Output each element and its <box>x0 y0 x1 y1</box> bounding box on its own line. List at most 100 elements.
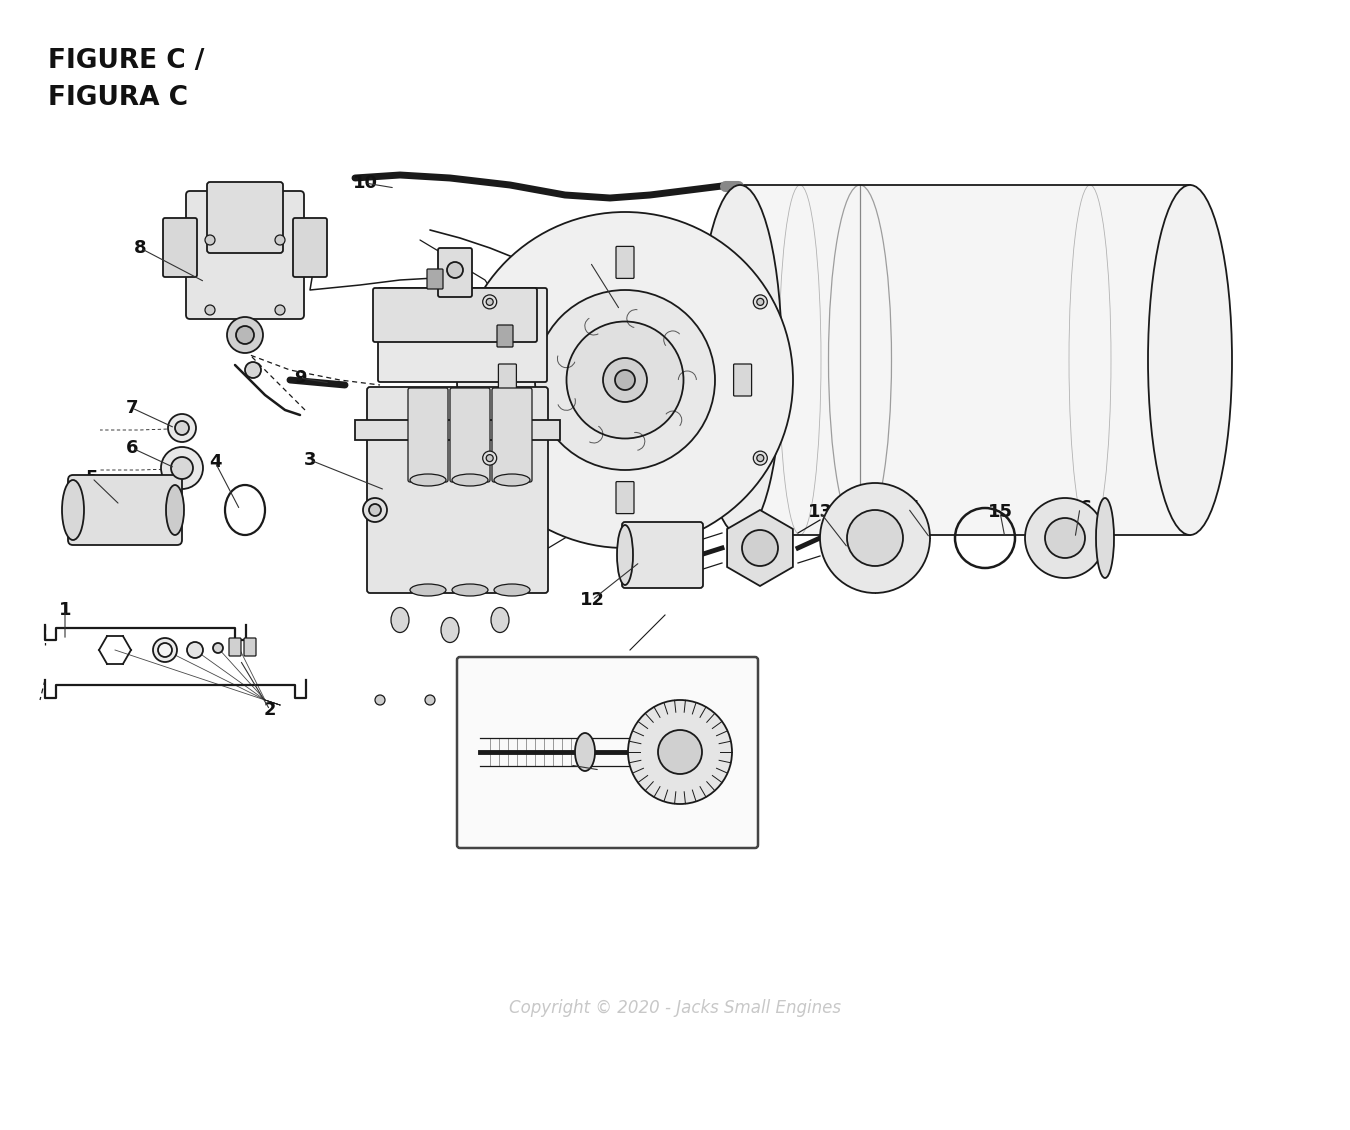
FancyBboxPatch shape <box>373 288 537 342</box>
FancyBboxPatch shape <box>244 638 256 657</box>
FancyBboxPatch shape <box>616 246 634 278</box>
Text: 12: 12 <box>579 591 605 609</box>
Circle shape <box>753 295 767 308</box>
FancyBboxPatch shape <box>378 288 547 382</box>
Circle shape <box>1025 498 1106 579</box>
Ellipse shape <box>494 473 531 486</box>
Ellipse shape <box>410 584 446 596</box>
Ellipse shape <box>494 584 531 596</box>
Text: FIGURE C /: FIGURE C / <box>49 47 204 73</box>
Circle shape <box>205 235 215 245</box>
Text: 2: 2 <box>263 701 277 719</box>
Text: 14: 14 <box>895 499 921 518</box>
Circle shape <box>153 638 177 662</box>
Ellipse shape <box>491 608 509 633</box>
Ellipse shape <box>161 447 202 489</box>
FancyBboxPatch shape <box>622 522 703 588</box>
FancyBboxPatch shape <box>497 325 513 347</box>
Ellipse shape <box>171 457 193 479</box>
Circle shape <box>275 235 285 245</box>
FancyBboxPatch shape <box>458 657 757 848</box>
Circle shape <box>1045 518 1085 558</box>
FancyBboxPatch shape <box>230 638 242 657</box>
FancyBboxPatch shape <box>68 475 182 545</box>
FancyBboxPatch shape <box>491 388 532 483</box>
Circle shape <box>628 699 732 805</box>
Circle shape <box>425 695 435 705</box>
Circle shape <box>227 318 263 353</box>
Circle shape <box>458 212 792 548</box>
Text: 10: 10 <box>352 174 378 192</box>
FancyBboxPatch shape <box>450 388 490 483</box>
Circle shape <box>525 695 535 705</box>
Circle shape <box>475 695 485 705</box>
Circle shape <box>846 510 903 566</box>
Bar <box>740 185 1189 534</box>
Circle shape <box>158 643 171 657</box>
Text: 11: 11 <box>578 253 602 271</box>
Circle shape <box>603 358 647 402</box>
FancyBboxPatch shape <box>293 218 327 277</box>
Circle shape <box>757 298 764 305</box>
Text: Copyright © 2020 - Jacks Small Engines: Copyright © 2020 - Jacks Small Engines <box>509 999 841 1017</box>
Ellipse shape <box>392 608 409 633</box>
FancyBboxPatch shape <box>427 269 443 289</box>
Circle shape <box>567 322 683 438</box>
Ellipse shape <box>617 525 633 585</box>
Circle shape <box>244 362 261 379</box>
Circle shape <box>616 370 634 390</box>
Circle shape <box>757 454 764 462</box>
Circle shape <box>447 262 463 278</box>
Ellipse shape <box>698 185 782 534</box>
Ellipse shape <box>176 421 189 435</box>
Circle shape <box>275 305 285 315</box>
Circle shape <box>375 695 385 705</box>
Text: 3: 3 <box>304 451 316 469</box>
FancyBboxPatch shape <box>498 364 517 396</box>
Circle shape <box>819 483 930 593</box>
FancyBboxPatch shape <box>437 247 472 297</box>
Circle shape <box>213 643 223 653</box>
Ellipse shape <box>575 733 595 771</box>
Polygon shape <box>728 510 792 586</box>
Ellipse shape <box>410 473 446 486</box>
Text: 16: 16 <box>1068 499 1092 518</box>
Circle shape <box>188 642 202 658</box>
Circle shape <box>236 325 254 344</box>
FancyBboxPatch shape <box>616 481 634 514</box>
Text: 4: 4 <box>209 453 221 471</box>
Ellipse shape <box>1096 498 1114 579</box>
Ellipse shape <box>441 617 459 643</box>
Text: 15: 15 <box>987 503 1012 521</box>
Text: 7: 7 <box>126 399 138 417</box>
Circle shape <box>486 298 493 305</box>
Polygon shape <box>355 420 560 440</box>
Text: 1: 1 <box>59 601 72 619</box>
Circle shape <box>753 451 767 466</box>
FancyBboxPatch shape <box>163 218 197 277</box>
Ellipse shape <box>166 485 184 534</box>
Text: 13: 13 <box>807 503 833 521</box>
Circle shape <box>205 305 215 315</box>
Text: 9: 9 <box>294 370 306 386</box>
FancyBboxPatch shape <box>408 388 448 483</box>
Circle shape <box>483 295 497 308</box>
Ellipse shape <box>369 504 381 516</box>
FancyBboxPatch shape <box>207 182 284 253</box>
Circle shape <box>743 530 778 566</box>
Text: 5: 5 <box>86 469 99 487</box>
FancyBboxPatch shape <box>367 386 548 593</box>
Ellipse shape <box>363 498 387 522</box>
FancyBboxPatch shape <box>733 364 752 396</box>
Circle shape <box>657 730 702 774</box>
Text: 8: 8 <box>134 240 146 257</box>
Ellipse shape <box>1148 185 1233 534</box>
Ellipse shape <box>452 584 487 596</box>
Circle shape <box>483 451 497 466</box>
Ellipse shape <box>62 480 84 540</box>
Text: 6: 6 <box>126 438 138 457</box>
Circle shape <box>486 454 493 462</box>
Circle shape <box>535 290 716 470</box>
Ellipse shape <box>167 414 196 442</box>
Text: 17: 17 <box>558 756 582 774</box>
